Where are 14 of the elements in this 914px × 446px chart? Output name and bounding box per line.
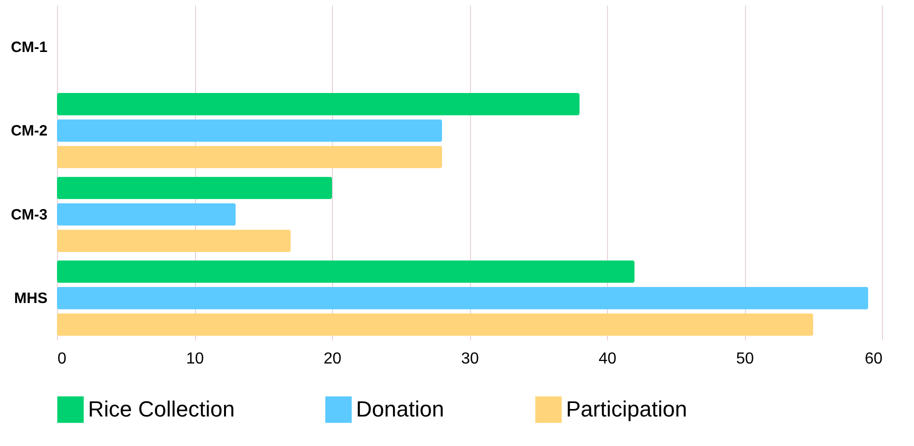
y-tick-label: CM-3 <box>10 206 48 224</box>
x-tick-label: 0 <box>58 350 66 368</box>
legend-label: Donation <box>356 396 444 422</box>
x-tick-label: 30 <box>461 350 479 368</box>
x-tick-label: 60 <box>864 350 883 368</box>
x-tick-label: 40 <box>598 350 616 368</box>
x-tick-label: 20 <box>324 350 342 368</box>
y-tick-label: CM-1 <box>10 38 48 56</box>
y-tick-label: MHS <box>14 290 48 308</box>
legend-label: Participation <box>566 396 688 422</box>
x-tick-label: 10 <box>186 350 204 368</box>
x-tick-label: 50 <box>736 350 754 368</box>
legend-label: Rice Collection <box>88 396 235 422</box>
y-tick-label: CM-2 <box>10 122 48 140</box>
